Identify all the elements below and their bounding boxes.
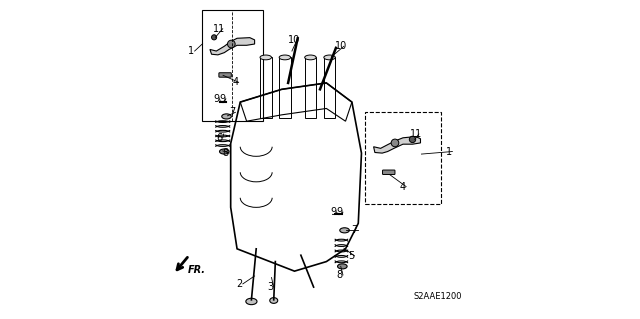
Text: 5: 5 [348,251,355,261]
Ellipse shape [305,55,316,60]
Ellipse shape [340,228,349,233]
Text: 4: 4 [400,182,406,192]
Ellipse shape [221,114,231,119]
Circle shape [227,40,235,48]
Text: 11: 11 [410,129,422,139]
Polygon shape [374,137,420,153]
Ellipse shape [337,264,347,269]
FancyBboxPatch shape [383,170,395,174]
Text: 7: 7 [351,225,358,235]
Polygon shape [210,38,255,55]
Text: 8: 8 [223,148,229,158]
Ellipse shape [220,149,229,154]
Text: 4: 4 [232,77,239,87]
Text: S2AAE1200: S2AAE1200 [414,292,462,301]
Text: 2: 2 [237,279,243,289]
Text: 7: 7 [229,107,236,117]
Text: 10: 10 [288,35,300,45]
Circle shape [212,35,217,40]
Text: 6: 6 [216,133,223,143]
Text: 9: 9 [337,207,343,217]
Text: 8: 8 [337,270,343,280]
Circle shape [391,139,399,147]
Text: 9: 9 [330,207,337,217]
Text: FR.: FR. [188,264,205,275]
Text: 9: 9 [220,94,226,104]
Ellipse shape [260,55,271,60]
FancyBboxPatch shape [219,73,231,77]
Ellipse shape [324,55,335,60]
Ellipse shape [269,298,278,303]
Text: 11: 11 [213,24,226,34]
Text: 9: 9 [213,94,220,104]
Text: 1: 1 [188,46,195,56]
Circle shape [410,136,416,143]
Ellipse shape [246,298,257,305]
Text: 10: 10 [335,41,347,51]
Text: 1: 1 [446,146,452,157]
Ellipse shape [279,55,291,60]
Text: 3: 3 [268,282,274,292]
